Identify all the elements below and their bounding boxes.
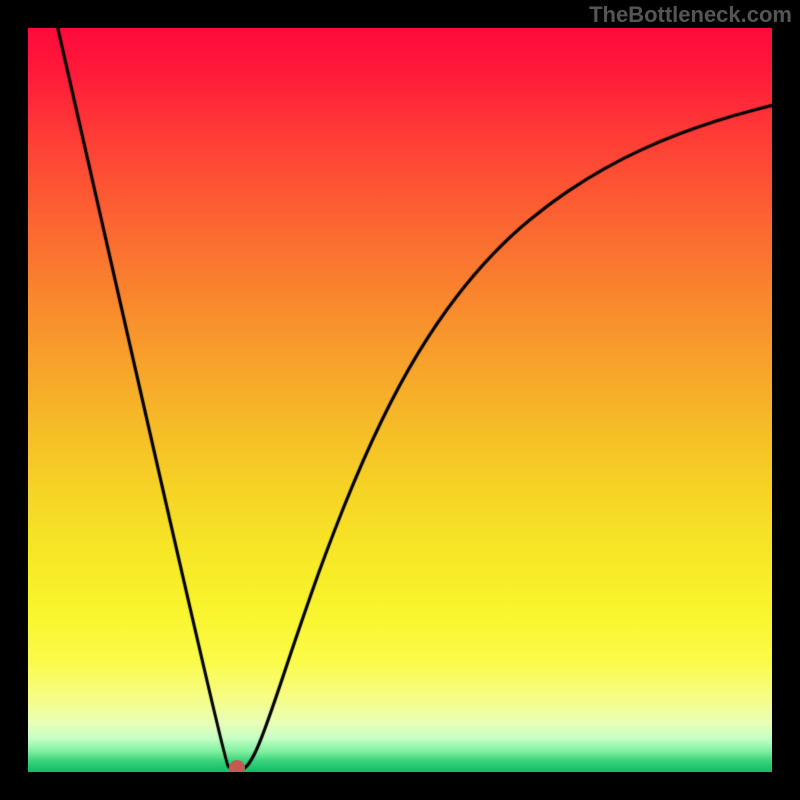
- watermark-label: TheBottleneck.com: [589, 2, 792, 28]
- chart-frame: TheBottleneck.com: [0, 0, 800, 800]
- optimum-marker: [229, 760, 245, 772]
- plot-area: [28, 28, 772, 772]
- bottleneck-curve: [28, 28, 772, 772]
